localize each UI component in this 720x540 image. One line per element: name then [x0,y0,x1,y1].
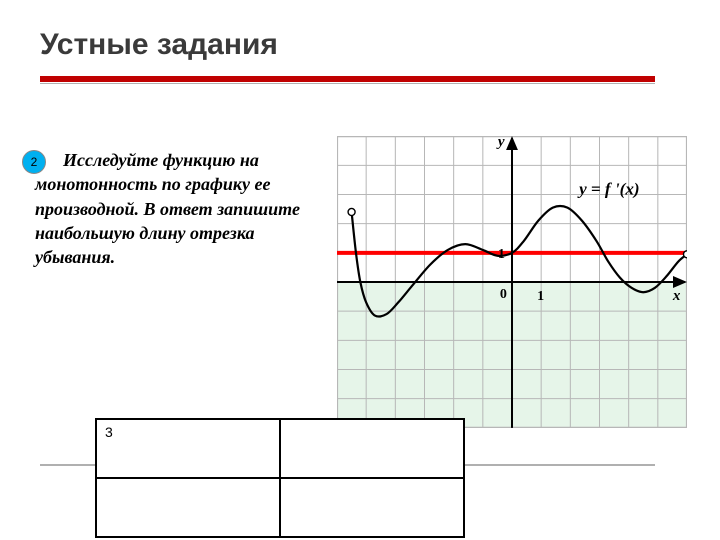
answer-table: 3 [95,418,465,538]
graph-svg: y x y = f '(x) 0 1 1 [337,136,687,428]
svg-text:1: 1 [537,288,544,304]
table-row [96,478,464,537]
derivative-graph: y x y = f '(x) 0 1 1 [337,136,687,436]
slide-title: Устные задания [40,28,278,62]
empty-cell [280,419,464,478]
svg-text:y = f '(x): y = f '(x) [577,180,639,199]
title-underline [40,76,655,82]
svg-text:1: 1 [498,246,505,262]
problem-prompt: Исследуйте функцию на монотонность по гр… [35,148,335,269]
empty-cell [96,478,280,537]
title-underline-thin [40,83,655,84]
svg-text:y: y [496,136,505,150]
answer-cell: 3 [96,419,280,478]
table-row: 3 [96,419,464,478]
svg-text:0: 0 [500,286,507,302]
empty-cell [280,478,464,537]
svg-text:x: x [672,288,681,304]
